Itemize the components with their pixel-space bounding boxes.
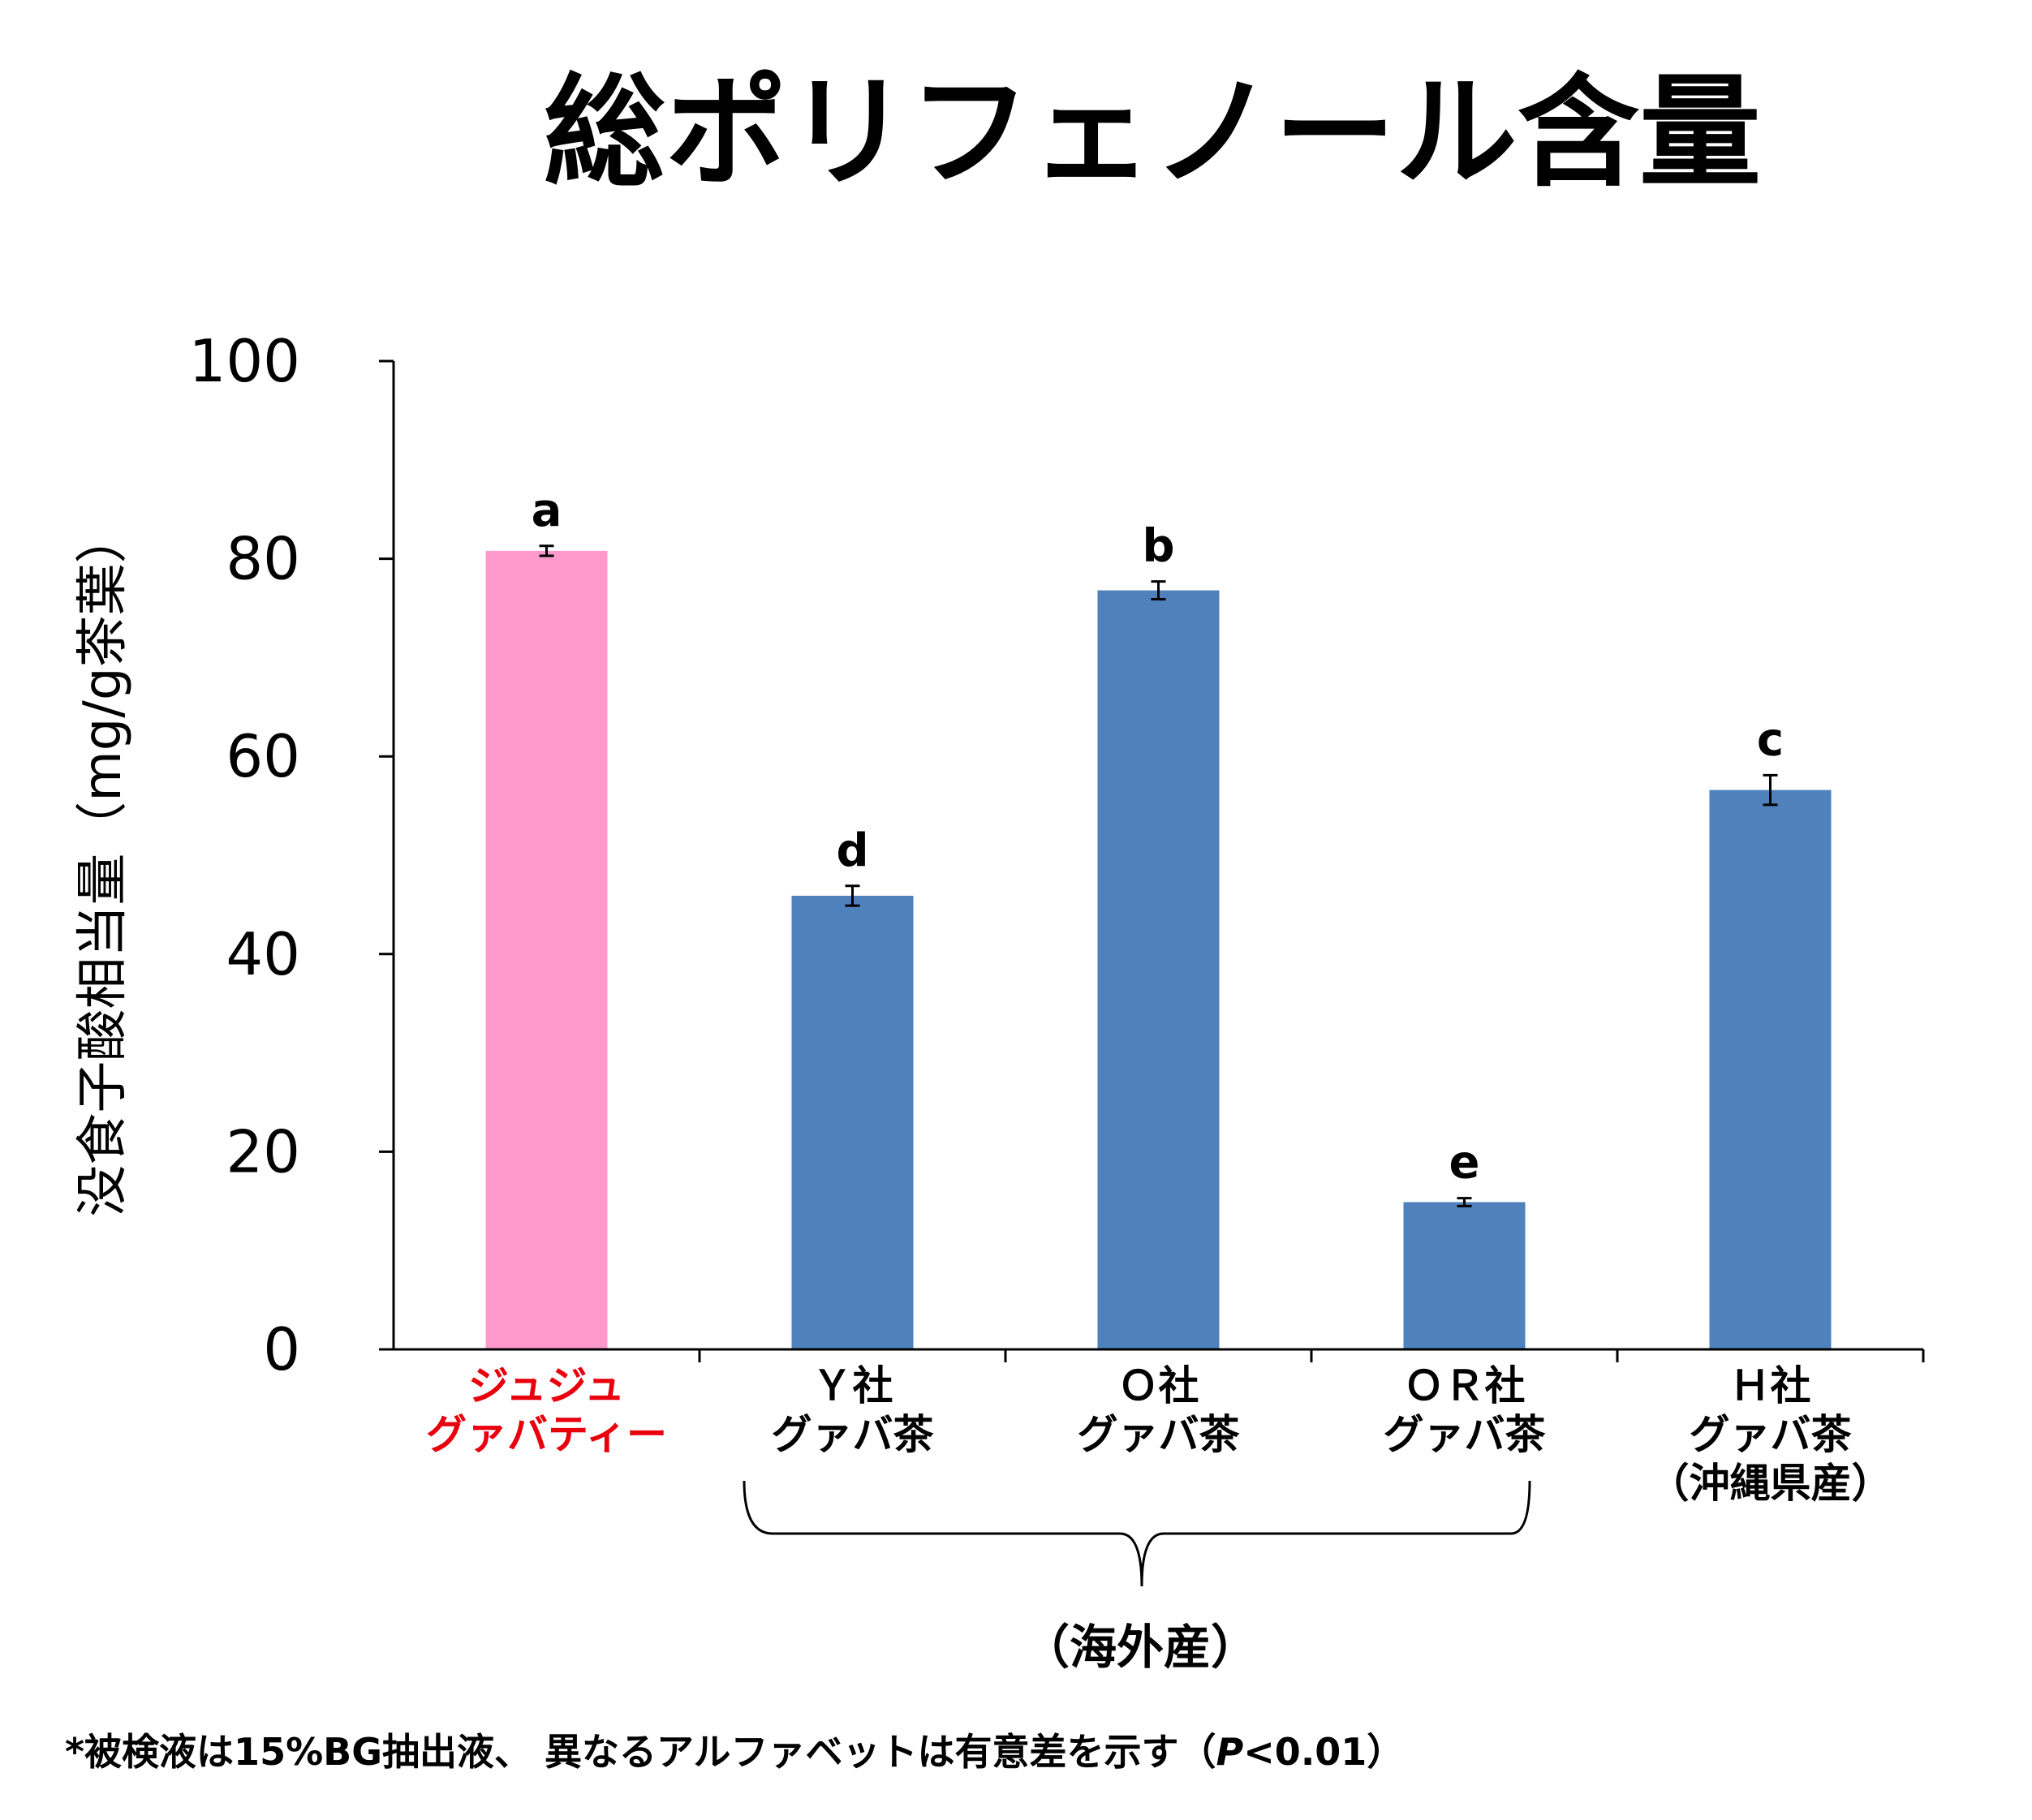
y-tick-label: 20 bbox=[226, 1117, 300, 1185]
x-category-label: グァバ茶 bbox=[772, 1411, 935, 1458]
y-axis-ticks: 0 20 40 60 80 100 bbox=[189, 327, 394, 1383]
footnote: *被検液は15%BG抽出液、 異なるアルファベットは有意差を示す（P<0.01） bbox=[65, 1730, 1404, 1774]
bar bbox=[1403, 1202, 1526, 1349]
y-tick-label: 60 bbox=[226, 722, 300, 790]
x-category-label: Ｏ社 bbox=[1118, 1362, 1199, 1409]
significance-letter: a bbox=[532, 484, 562, 537]
bar bbox=[1709, 790, 1832, 1349]
y-tick-label: 80 bbox=[226, 525, 300, 593]
bar bbox=[791, 895, 914, 1349]
footnote-p: P bbox=[1216, 1730, 1244, 1774]
bars: a d b e c bbox=[485, 484, 1832, 1349]
significance-letter: c bbox=[1757, 713, 1784, 766]
x-category-label: ＯＲ社 bbox=[1404, 1362, 1526, 1409]
x-category-label: Ｙ社 bbox=[812, 1362, 893, 1409]
significance-letter: e bbox=[1449, 1137, 1480, 1190]
bar bbox=[1097, 590, 1220, 1349]
significance-letter: b bbox=[1142, 520, 1174, 573]
x-category-label: ジュジュ bbox=[468, 1362, 625, 1409]
axes bbox=[392, 361, 1925, 1362]
x-category-label: （沖縄県産） bbox=[1649, 1460, 1892, 1507]
footnote-end: <0.01） bbox=[1243, 1730, 1404, 1774]
footnote-main: *被検液は15%BG抽出液、 異なるアルファベットは有意差を示す（ bbox=[65, 1730, 1216, 1774]
x-category-label: グァバティー bbox=[426, 1411, 667, 1458]
y-tick-label: 40 bbox=[226, 920, 300, 988]
bar bbox=[485, 550, 608, 1349]
category-labels: ジュジュグァバティーＹ社グァバ茶Ｏ社グァバ茶ＯＲ社グァバ茶Ｈ社グァバ茶（沖縄県産… bbox=[426, 1362, 1892, 1507]
x-category-label: グァバ茶 bbox=[1078, 1411, 1241, 1458]
y-tick-label: 0 bbox=[263, 1315, 300, 1383]
y-axis-label: 没食子酸相当量（mg/g茶葉） bbox=[73, 511, 133, 1216]
y-tick-label: 100 bbox=[189, 327, 300, 395]
overseas-brace bbox=[743, 1480, 1531, 1587]
x-category-label: グァバ茶 bbox=[1384, 1411, 1547, 1458]
chart-title: 総ポリフェノール含量 bbox=[544, 62, 1761, 204]
x-category-label: Ｈ社 bbox=[1730, 1362, 1811, 1409]
significance-letter: d bbox=[836, 824, 868, 877]
group-label-overseas: （海外産） bbox=[1022, 1620, 1258, 1675]
x-category-label: グァバ茶 bbox=[1690, 1411, 1853, 1458]
